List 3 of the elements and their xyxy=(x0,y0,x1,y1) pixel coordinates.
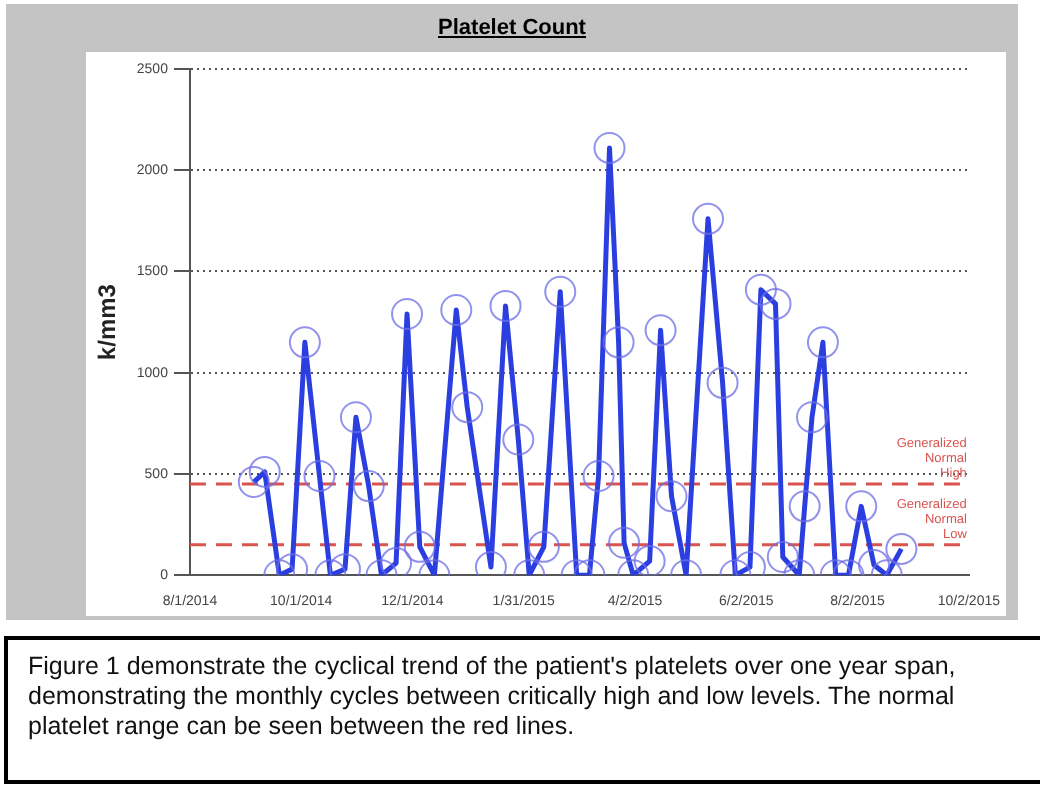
chart-title: Platelet Count xyxy=(436,16,588,44)
caption: Figure 1 demonstrate the cyclical trend of the patient's platelets over one year span, demonstrating the monthly cycles between critically high and low levels. The normal platelet range can be seen between the red lines. xyxy=(4,636,1040,784)
y-axis-title: k/mm3 xyxy=(93,283,122,361)
